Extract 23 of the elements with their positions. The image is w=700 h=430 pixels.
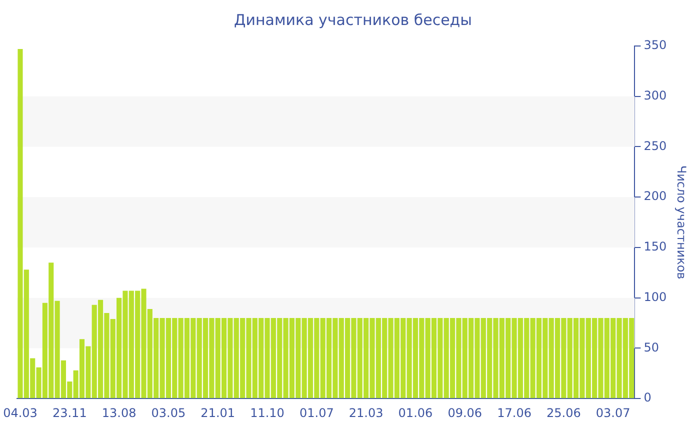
x-tick-label: 21.03 bbox=[348, 406, 384, 420]
x-tick-label: 17.06 bbox=[497, 406, 532, 420]
y-tick-label: 250 bbox=[644, 138, 667, 153]
chart-title: Динамика участников беседы bbox=[234, 10, 472, 29]
x-tick-label: 01.07 bbox=[299, 406, 334, 420]
x-tick-label: 01.06 bbox=[398, 406, 433, 420]
y-tick-label: 150 bbox=[644, 240, 667, 254]
x-tick-label: 21.01 bbox=[200, 406, 236, 420]
x-tick-label: 04.03 bbox=[3, 406, 38, 420]
y-axis-title: Число участников bbox=[674, 165, 689, 280]
x-tick-label: 25.06 bbox=[546, 406, 581, 420]
y-tick-label: 50 bbox=[644, 340, 659, 354]
y-tick-label: 100 bbox=[644, 290, 667, 304]
x-tick-label: 11.10 bbox=[250, 406, 284, 420]
y-tick-label: 300 bbox=[644, 88, 667, 102]
x-tick-label: 03.05 bbox=[151, 406, 186, 420]
y-tick-label: 350 bbox=[644, 38, 667, 52]
x-tick-label: 23.11 bbox=[52, 406, 87, 420]
x-tick-label: 09.06 bbox=[448, 406, 482, 420]
x-tick-label: 03.07 bbox=[596, 406, 630, 420]
x-tick-label: 13.08 bbox=[102, 406, 136, 420]
y-tick-label: 200 bbox=[644, 189, 667, 204]
y-tick-label: 0 bbox=[644, 390, 652, 405]
